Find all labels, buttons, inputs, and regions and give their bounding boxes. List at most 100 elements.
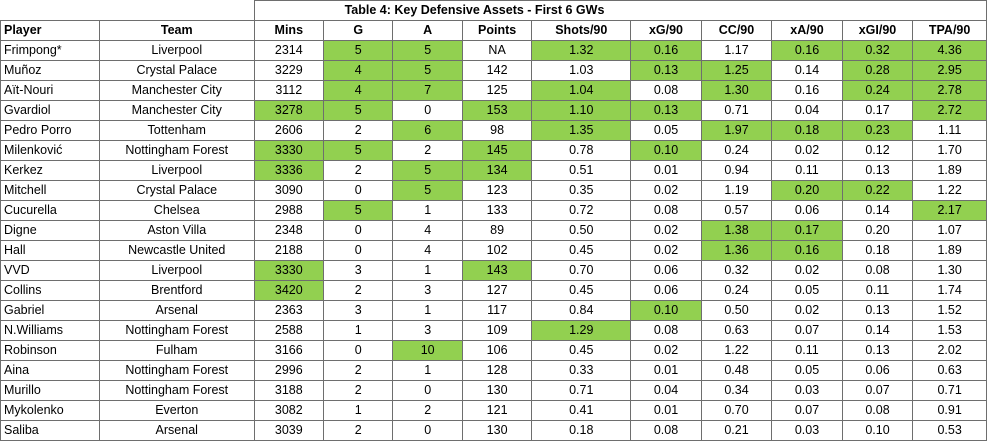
- cell-xa-per-90: 0.11: [771, 160, 843, 181]
- cell-tpa-per-90: 1.11: [912, 120, 987, 141]
- cell-xg-per-90: 0.02: [630, 340, 702, 361]
- cell-shots-per-90: 0.78: [531, 140, 632, 161]
- cell-points: 134: [461, 160, 533, 181]
- cell-tpa-per-90: 2.78: [912, 80, 987, 101]
- cell-g: 5: [323, 40, 394, 61]
- cell-mins: 3330: [253, 260, 325, 281]
- cell-cc-per-90: 0.48: [700, 360, 773, 381]
- cell-xa-per-90: 0.02: [771, 140, 843, 161]
- cell-cc-per-90: 0.94: [700, 160, 773, 181]
- cell-team: Brentford: [98, 280, 255, 301]
- cell-player: Gabriel: [0, 300, 100, 321]
- cell-xgi-per-90: 0.18: [841, 240, 914, 261]
- cell-team: Manchester City: [98, 80, 255, 101]
- cell-points: 130: [461, 380, 533, 401]
- cell-xgi-per-90: 0.23: [841, 120, 914, 141]
- cell-xa-per-90: 0.04: [771, 100, 843, 121]
- cell-xg-per-90: 0.08: [630, 420, 702, 441]
- cell-tpa-per-90: 4.36: [912, 40, 987, 61]
- table-row: Pedro Porro Tottenham 2606 2 6 98 1.35 0.05 1.97…: [0, 120, 987, 141]
- cell-team: Manchester City: [98, 100, 255, 121]
- cell-mins: 3090: [253, 180, 325, 201]
- cell-xa-per-90: 0.02: [771, 260, 843, 281]
- cell-a: 0: [392, 380, 463, 401]
- cell-shots-per-90: 0.51: [531, 160, 632, 181]
- cell-xg-per-90: 0.01: [630, 400, 702, 421]
- cell-g: 2: [323, 420, 394, 441]
- cell-shots-per-90: 1.04: [531, 80, 632, 101]
- cell-g: 3: [323, 300, 394, 321]
- cell-tpa-per-90: 2.72: [912, 100, 987, 121]
- cell-points: 133: [461, 200, 533, 221]
- cell-mins: 3330: [253, 140, 325, 161]
- cell-xa-per-90: 0.11: [771, 340, 843, 361]
- cell-a: 5: [392, 160, 463, 181]
- table-row: Kerkez Liverpool 3336 2 5 134 0.51 0.01 0.94 0.11…: [0, 160, 987, 181]
- cell-g: 1: [323, 320, 394, 341]
- cell-a: 3: [392, 320, 463, 341]
- cell-a: 5: [392, 40, 463, 61]
- cell-mins: 3112: [253, 80, 325, 101]
- cell-a: 7: [392, 80, 463, 101]
- cell-player: Muñoz: [0, 60, 100, 81]
- cell-tpa-per-90: 0.71: [912, 380, 987, 401]
- cell-player: Kerkez: [0, 160, 100, 181]
- cell-team: Liverpool: [98, 160, 255, 181]
- column-header-mins: Mins: [253, 20, 325, 41]
- cell-cc-per-90: 0.24: [700, 140, 773, 161]
- cell-xg-per-90: 0.04: [630, 380, 702, 401]
- cell-mins: 3082: [253, 400, 325, 421]
- cell-xa-per-90: 0.03: [771, 380, 843, 401]
- cell-a: 2: [392, 400, 463, 421]
- cell-xa-per-90: 0.05: [771, 360, 843, 381]
- cell-mins: 2363: [253, 300, 325, 321]
- cell-g: 2: [323, 280, 394, 301]
- cell-shots-per-90: 1.32: [531, 40, 632, 61]
- table-row: Murillo Nottingham Forest 3188 2 0 130 0.71 0.0…: [0, 380, 987, 401]
- title-row: Table 4: Key Defensive Assets - First 6 …: [1, 0, 987, 21]
- cell-g: 0: [323, 180, 394, 201]
- cell-team: Nottingham Forest: [98, 360, 255, 381]
- cell-g: 5: [323, 140, 394, 161]
- cell-g: 4: [323, 60, 394, 81]
- cell-mins: 3420: [253, 280, 325, 301]
- cell-a: 1: [392, 300, 463, 321]
- cell-mins: 3229: [253, 60, 325, 81]
- cell-cc-per-90: 0.57: [700, 200, 773, 221]
- cell-tpa-per-90: 1.53: [912, 320, 987, 341]
- cell-player: VVD: [0, 260, 100, 281]
- table-row: Digne Aston Villa 2348 0 4 89 0.50 0.02 1.38 0.17…: [0, 220, 987, 241]
- cell-a: 2: [392, 140, 463, 161]
- cell-tpa-per-90: 1.52: [912, 300, 987, 321]
- cell-mins: 2996: [253, 360, 325, 381]
- table-body: Frimpong* Liverpool 2314 5 5 NA 1.32 0.16 1.17 0.…: [0, 40, 987, 441]
- cell-tpa-per-90: 0.53: [912, 420, 987, 441]
- cell-player: Cucurella: [0, 200, 100, 221]
- cell-xg-per-90: 0.13: [630, 100, 702, 121]
- cell-xgi-per-90: 0.08: [841, 260, 914, 281]
- cell-xgi-per-90: 0.13: [841, 160, 914, 181]
- header-row: Player Team Mins G A Points Shots/90 xG/90 CC/90…: [0, 20, 987, 41]
- cell-team: Crystal Palace: [98, 60, 255, 81]
- cell-xgi-per-90: 0.08: [841, 400, 914, 421]
- cell-points: 98: [461, 120, 533, 141]
- cell-cc-per-90: 0.32: [700, 260, 773, 281]
- cell-team: Chelsea: [98, 200, 255, 221]
- cell-player: Mitchell: [0, 180, 100, 201]
- cell-xgi-per-90: 0.17: [841, 100, 914, 121]
- cell-tpa-per-90: 1.22: [912, 180, 987, 201]
- cell-team: Nottingham Forest: [98, 380, 255, 401]
- cell-xgi-per-90: 0.10: [841, 420, 914, 441]
- cell-cc-per-90: 1.22: [700, 340, 773, 361]
- cell-xg-per-90: 0.01: [630, 160, 702, 181]
- cell-g: 0: [323, 220, 394, 241]
- cell-points: 109: [461, 320, 533, 341]
- cell-shots-per-90: 0.70: [531, 260, 632, 281]
- cell-mins: 3336: [253, 160, 325, 181]
- cell-g: 5: [323, 200, 394, 221]
- cell-g: 3: [323, 260, 394, 281]
- cell-xg-per-90: 0.02: [630, 240, 702, 261]
- cell-player: Collins: [0, 280, 100, 301]
- cell-tpa-per-90: 1.07: [912, 220, 987, 241]
- cell-a: 5: [392, 60, 463, 81]
